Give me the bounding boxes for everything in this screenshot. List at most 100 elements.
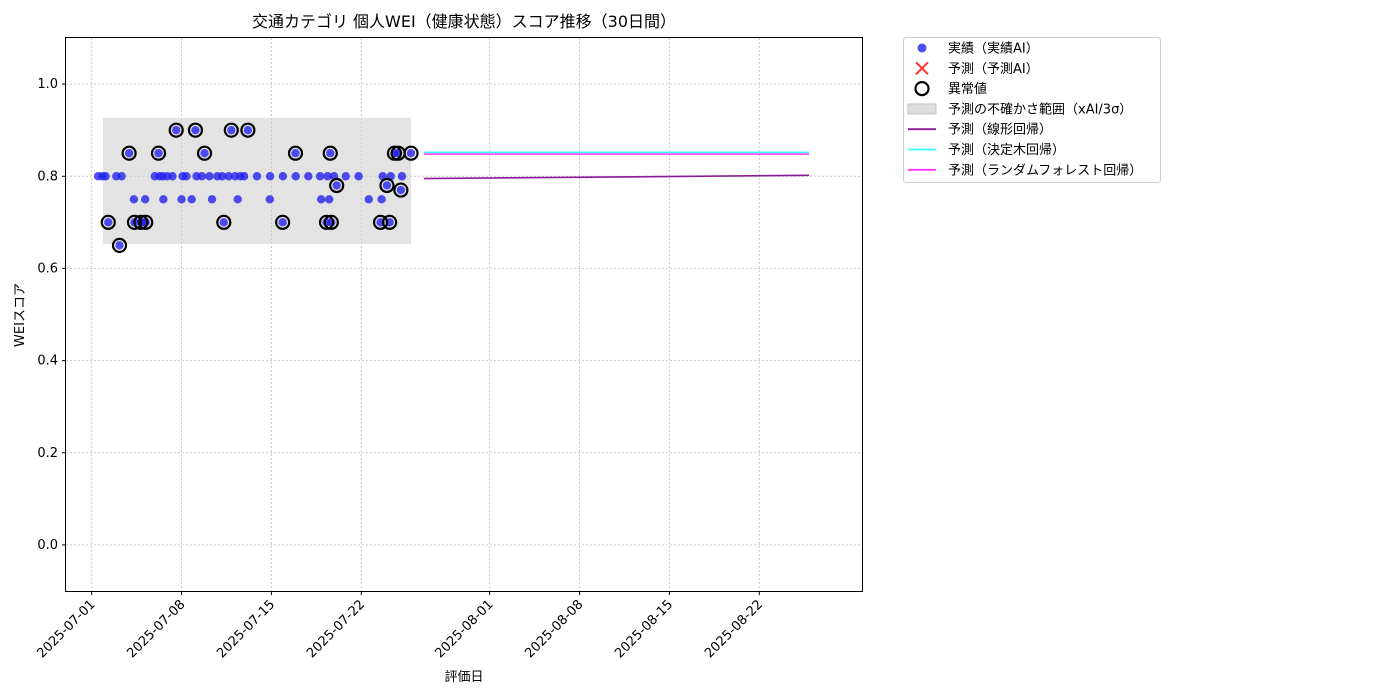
anomaly-marker bbox=[121, 145, 137, 161]
data-point bbox=[218, 172, 227, 181]
data-point bbox=[219, 218, 229, 227]
data-point bbox=[168, 172, 177, 181]
anomaly-marker bbox=[379, 177, 395, 194]
y-tick-label: 0.6 bbox=[37, 261, 58, 276]
data-point bbox=[233, 195, 242, 204]
data-point bbox=[324, 195, 334, 204]
uncertainty-band-layer bbox=[102, 117, 412, 244]
legend-marker bbox=[914, 80, 930, 97]
legend-label: 予測の不確かさ範囲（xAI/3σ） bbox=[948, 101, 1132, 117]
legend-label: 異常値 bbox=[948, 81, 987, 97]
data-point bbox=[239, 172, 249, 181]
data-point bbox=[377, 195, 386, 204]
data-point bbox=[323, 172, 332, 181]
legend-label: 予測（ランダムフォレスト回帰） bbox=[948, 162, 1142, 178]
data-point bbox=[177, 195, 186, 204]
y-tick-label: 1.0 bbox=[37, 77, 58, 92]
data-point bbox=[265, 195, 275, 204]
data-point bbox=[243, 125, 253, 135]
anomaly-marker bbox=[275, 214, 291, 230]
forecast-lines-layer bbox=[423, 151, 810, 180]
legend-marker bbox=[915, 61, 929, 76]
data-point bbox=[115, 241, 124, 250]
uncertainty-band bbox=[102, 117, 412, 244]
data-point bbox=[265, 172, 275, 181]
data-point bbox=[291, 172, 300, 181]
data-point bbox=[397, 172, 407, 181]
anomaly-marker bbox=[168, 122, 184, 138]
data-point bbox=[154, 149, 163, 158]
y-tick-label: 0.2 bbox=[37, 446, 58, 461]
y-tick-label: 0.0 bbox=[37, 538, 58, 553]
data-point bbox=[159, 195, 168, 204]
legend-marker bbox=[917, 43, 927, 53]
data-point bbox=[315, 172, 325, 181]
data-point bbox=[101, 172, 110, 181]
data-point bbox=[182, 172, 191, 181]
legend-label: 予測（線形回帰） bbox=[948, 122, 1052, 138]
data-point bbox=[124, 149, 134, 158]
anomaly-marker bbox=[393, 182, 409, 198]
data-point bbox=[354, 172, 363, 181]
anomaly-marker bbox=[382, 214, 398, 230]
anomaly-markers-layer bbox=[100, 122, 419, 253]
data-point bbox=[382, 181, 392, 190]
data-point bbox=[197, 172, 207, 181]
data-point bbox=[187, 195, 196, 204]
anomaly-marker bbox=[111, 237, 128, 253]
data-point bbox=[200, 149, 209, 158]
data-point bbox=[364, 195, 373, 204]
data-point bbox=[316, 195, 326, 204]
data-point bbox=[291, 149, 300, 158]
chart-title: 交通カテゴリ 個人WEI（健康状態）スコア推移（30日間） bbox=[252, 12, 676, 31]
data-point bbox=[278, 218, 287, 227]
y-tick-label: 0.4 bbox=[37, 354, 58, 369]
data-point bbox=[205, 172, 214, 181]
data-point bbox=[207, 195, 217, 204]
anomaly-marker bbox=[403, 145, 419, 161]
legend-box bbox=[903, 37, 1161, 183]
data-point bbox=[117, 172, 126, 181]
legend-label: 実績（実績AI） bbox=[948, 41, 1039, 57]
data-point bbox=[129, 195, 139, 204]
anomaly-marker bbox=[216, 214, 232, 230]
legend-label: 予測（予測AI） bbox=[948, 62, 1039, 77]
data-point bbox=[224, 172, 233, 181]
anomaly-marker bbox=[318, 214, 335, 230]
anomaly-marker bbox=[126, 214, 143, 230]
data-point bbox=[341, 172, 350, 181]
y-axis-ticks: 0.0 0.2 0.4 0.6 0.8 1.0 bbox=[37, 77, 66, 553]
legend-label: 予測（決定木回帰） bbox=[948, 142, 1065, 158]
legend-marker bbox=[907, 103, 937, 115]
anomaly-marker bbox=[133, 214, 149, 230]
data-point bbox=[252, 172, 262, 181]
x-axis-label: 評価日 bbox=[444, 670, 483, 685]
data-point bbox=[191, 125, 200, 135]
anomaly-marker bbox=[372, 214, 389, 230]
anomaly-marker bbox=[323, 214, 339, 230]
anomaly-marker bbox=[100, 214, 116, 230]
anomaly-marker bbox=[187, 122, 204, 138]
plot-frame bbox=[65, 37, 863, 592]
data-point bbox=[304, 172, 313, 181]
anomaly-marker bbox=[322, 145, 338, 161]
data-point bbox=[332, 181, 341, 190]
anomaly-marker bbox=[150, 145, 167, 161]
data-point bbox=[227, 125, 236, 135]
data-point bbox=[140, 195, 150, 204]
anomaly-marker bbox=[287, 145, 304, 161]
anomaly-marker bbox=[138, 214, 154, 230]
data-point bbox=[406, 149, 416, 158]
data-point bbox=[396, 185, 406, 195]
data-point bbox=[104, 218, 113, 227]
data-point bbox=[171, 125, 181, 135]
data-point bbox=[326, 149, 335, 158]
anomaly-marker bbox=[240, 122, 256, 138]
y-axis-label: WEIスコア bbox=[13, 283, 28, 347]
anomaly-marker bbox=[329, 177, 345, 194]
y-tick-label: 0.8 bbox=[37, 169, 58, 184]
anomaly-marker bbox=[223, 122, 239, 138]
